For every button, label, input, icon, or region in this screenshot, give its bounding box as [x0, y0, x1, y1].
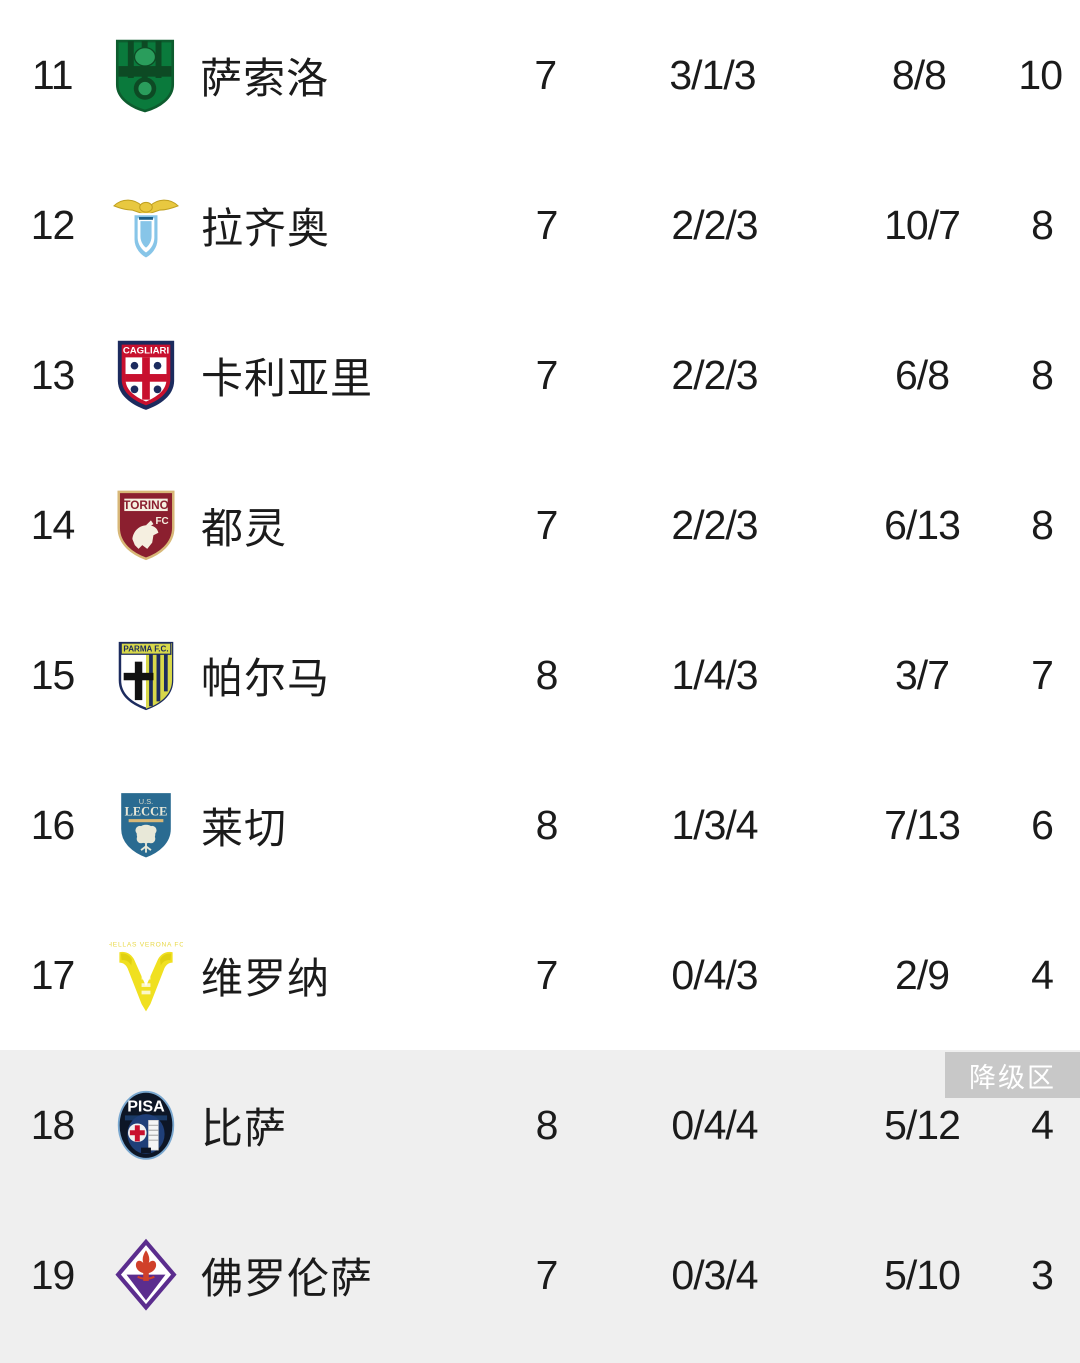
win-draw-loss-cell: 3/1/3: [669, 51, 756, 98]
played-cell: 7: [535, 201, 559, 248]
win-draw-loss-cell: 2/2/3: [671, 201, 758, 248]
points-cell: 8: [1031, 501, 1054, 548]
rank-cell: 14: [30, 501, 76, 548]
relegation-zone-badge: 降级区: [945, 1052, 1080, 1098]
rank-cell: 13: [30, 351, 76, 398]
table-row[interactable]: 17 HELLAS VERONA FC 维罗纳 7 0/4/3 2/9 4: [0, 900, 1080, 1050]
rank-cell: 18: [30, 1101, 76, 1148]
team-name[interactable]: 拉齐奥: [201, 204, 331, 252]
svg-text:U.S.: U.S.: [139, 797, 153, 806]
rank-cell: 16: [30, 801, 76, 848]
table-row[interactable]: 15 PARMA F.C. 帕尔马 8 1/4/3 3/7 7: [0, 600, 1080, 750]
svg-text:HELLAS VERONA FC: HELLAS VERONA FC: [109, 941, 183, 948]
goals-cell: 8/8: [891, 51, 947, 98]
goals-cell: 10/7: [884, 201, 961, 248]
svg-text:TORINO: TORINO: [123, 499, 169, 512]
team-name[interactable]: 维罗纳: [201, 954, 331, 1002]
points-cell: 10: [1018, 51, 1063, 98]
torino-logo: TORINO FC: [105, 489, 187, 561]
win-draw-loss-cell: 0/4/3: [671, 951, 758, 998]
points-cell: 4: [1031, 1101, 1054, 1148]
table-row[interactable]: 14 TORINO FC 都灵 7 2/2/3 6/13 8: [0, 450, 1080, 600]
rank-cell: 11: [31, 51, 74, 98]
fiorentina-logo: [105, 1235, 187, 1315]
points-cell: 4: [1031, 951, 1054, 998]
points-cell: 7: [1031, 651, 1054, 698]
goals-cell: 6/13: [884, 501, 961, 548]
rank-cell: 15: [30, 651, 76, 698]
team-name[interactable]: 比萨: [201, 1104, 288, 1152]
table-row[interactable]: 19 佛罗伦萨 7 0/3/4 5/10 3: [0, 1200, 1080, 1350]
team-name[interactable]: 帕尔马: [201, 654, 331, 702]
played-cell: 7: [535, 951, 559, 998]
lecce-logo: U.S. LECCE: [105, 788, 187, 862]
team-name[interactable]: 莱切: [201, 804, 288, 852]
rank-cell: 19: [30, 1251, 76, 1298]
svg-text:CAGLIARI: CAGLIARI: [123, 346, 170, 357]
points-cell: 3: [1031, 1251, 1054, 1298]
played-cell: 8: [535, 651, 559, 698]
played-cell: 8: [535, 1101, 559, 1148]
played-cell: 7: [535, 351, 559, 398]
parma-logo: PARMA F.C.: [105, 639, 187, 711]
pisa-logo: PISA: [105, 1088, 187, 1162]
goals-cell: 6/8: [895, 351, 950, 398]
table-row[interactable]: 11 萨索洛 7 3/1/3 8/8 10: [0, 0, 1080, 150]
goals-cell: 2/9: [895, 951, 950, 998]
rank-cell: 17: [30, 951, 76, 998]
played-cell: 7: [535, 1251, 559, 1298]
points-cell: 8: [1031, 351, 1054, 398]
team-name[interactable]: 都灵: [201, 504, 288, 552]
verona-logo: HELLAS VERONA FC: [105, 933, 187, 1018]
svg-text:PARMA F.C.: PARMA F.C.: [123, 645, 168, 654]
svg-text:PISA: PISA: [127, 1098, 165, 1116]
win-draw-loss-cell: 1/4/3: [671, 651, 758, 698]
rank-cell: 12: [30, 201, 76, 248]
points-cell: 8: [1031, 201, 1054, 248]
played-cell: 8: [535, 801, 559, 848]
played-cell: 7: [534, 51, 558, 98]
goals-cell: 5/10: [884, 1251, 961, 1298]
win-draw-loss-cell: 0/3/4: [671, 1251, 758, 1298]
table-row[interactable]: 13 CAGLIARI 卡利亚里 7 2/2/3 6/8 8: [0, 300, 1080, 450]
svg-text:LECCE: LECCE: [125, 804, 168, 818]
svg-text:FC: FC: [156, 516, 169, 527]
team-name[interactable]: 佛罗伦萨: [201, 1254, 374, 1302]
goals-cell: 3/7: [895, 651, 950, 698]
goals-cell: 7/13: [884, 801, 961, 848]
points-cell: 6: [1031, 801, 1054, 848]
team-name[interactable]: 卡利亚里: [201, 354, 374, 402]
lazio-logo: [105, 185, 187, 265]
table-row[interactable]: 16 U.S. LECCE 莱切 8 1/3/4 7/13 6: [0, 750, 1080, 900]
team-name[interactable]: 萨索洛: [200, 54, 330, 102]
win-draw-loss-cell: 2/2/3: [671, 351, 758, 398]
sassuolo-logo: [104, 37, 186, 113]
cagliari-logo: CAGLIARI: [105, 338, 187, 412]
table-row[interactable]: 12 拉齐奥 7 2/2/3 10/7 8: [0, 150, 1080, 300]
win-draw-loss-cell: 2/2/3: [671, 501, 758, 548]
played-cell: 7: [535, 501, 559, 548]
win-draw-loss-cell: 0/4/4: [671, 1101, 758, 1148]
goals-cell: 5/12: [884, 1101, 961, 1148]
win-draw-loss-cell: 1/3/4: [671, 801, 758, 848]
table-row[interactable]: 18 PISA 比萨 8 0/4/4 5/12 4: [0, 1050, 1080, 1200]
